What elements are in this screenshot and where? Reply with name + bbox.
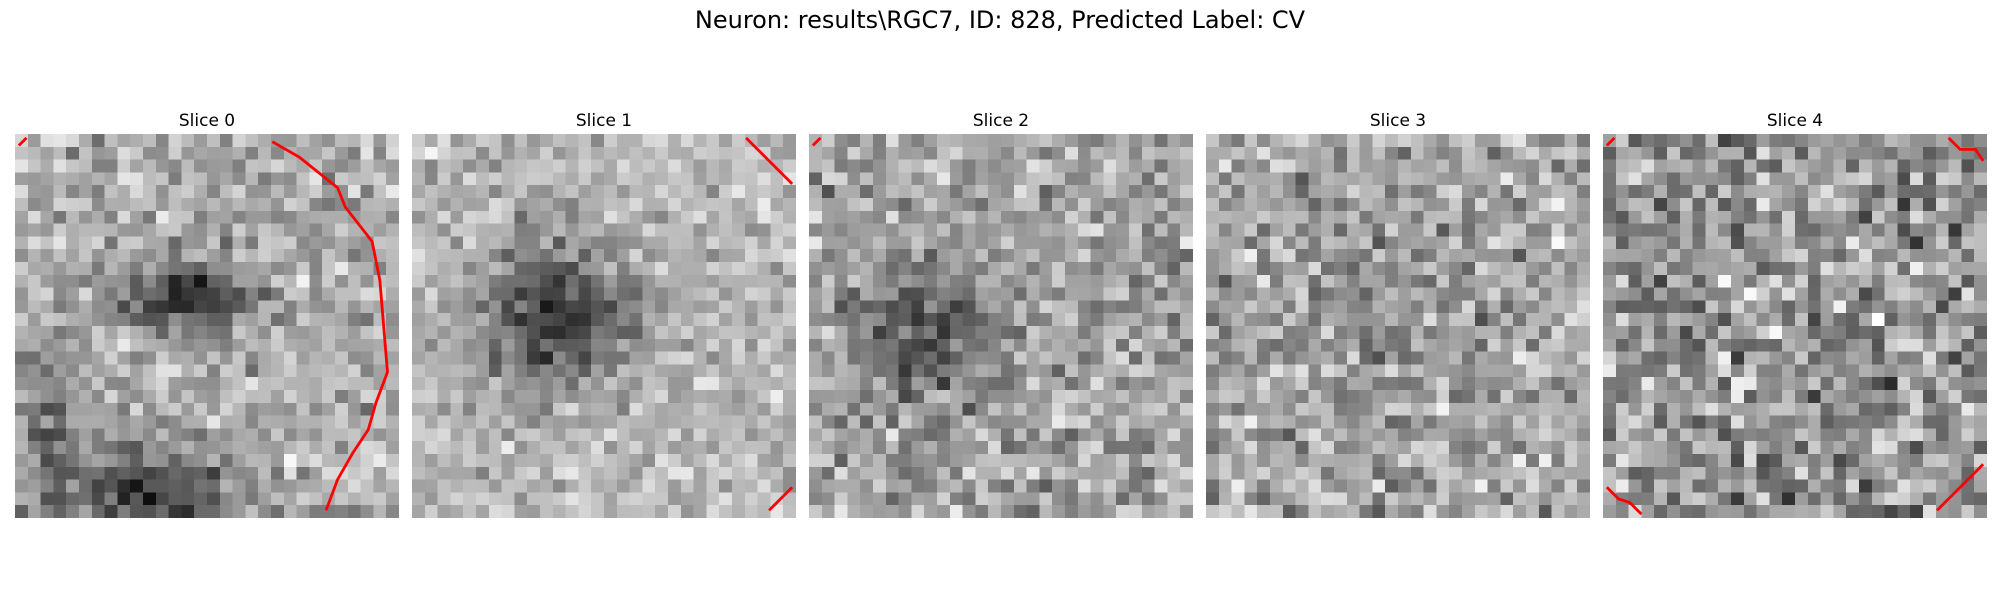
contour-line <box>811 136 822 147</box>
slice-title-3: Slice 3 <box>1369 111 1427 131</box>
slice-title-1: Slice 1 <box>575 111 633 131</box>
contour-line <box>768 486 794 512</box>
slice-panel-0: Slice 0 <box>15 108 399 518</box>
slice-title-2: Slice 2 <box>972 111 1030 131</box>
slice-panel-4: Slice 4 <box>1603 108 1987 518</box>
slice-image-4 <box>1603 134 1987 518</box>
contour-line <box>1947 136 1985 162</box>
slice-panel-3: Slice 3 <box>1206 108 1590 518</box>
slice-image-0 <box>15 134 399 518</box>
figure-title: Neuron: results\RGC7, ID: 828, Predicted… <box>694 6 1306 34</box>
contour-line <box>1936 463 1985 512</box>
slice-title-4: Slice 4 <box>1766 111 1824 131</box>
contour-line <box>271 140 389 511</box>
slice-image-2 <box>809 134 1193 518</box>
slice-image-3 <box>1206 134 1590 518</box>
slice-panel-1: Slice 1 <box>412 108 796 518</box>
contour-line <box>1605 136 1616 147</box>
slice-panel-2: Slice 2 <box>809 108 1193 518</box>
contour-line <box>745 136 794 185</box>
contour-line <box>17 136 28 147</box>
contour-line <box>1605 486 1643 516</box>
slice-image-1 <box>412 134 796 518</box>
slice-title-0: Slice 0 <box>178 111 236 131</box>
